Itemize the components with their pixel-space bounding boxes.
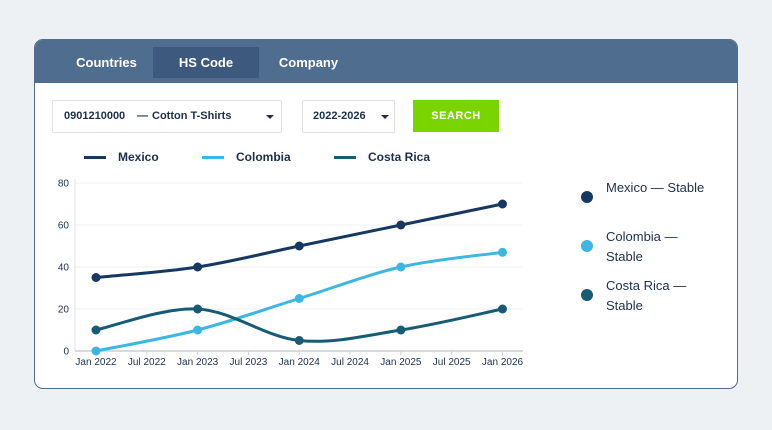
legend-side-label: Mexico — Stable <box>606 180 705 195</box>
legend-label: Mexico <box>118 150 159 164</box>
data-point-costa-rica <box>294 336 304 345</box>
x-tick-label: Jan 2025 <box>380 357 422 368</box>
data-point-mexico <box>396 220 406 230</box>
data-point-mexico <box>498 199 508 209</box>
y-tick-label: 20 <box>58 305 70 316</box>
legend-dot <box>581 289 593 301</box>
data-point-mexico <box>193 262 203 272</box>
hs-code-value: 0901210000 <box>64 110 126 122</box>
x-tick-label: Jul 2022 <box>128 357 166 368</box>
tab-countries[interactable]: Countries <box>76 55 137 70</box>
data-point-costa-rica <box>91 325 101 335</box>
data-point-costa-rica <box>396 325 406 335</box>
data-point-colombia <box>498 247 508 257</box>
trade-chart-card: Countries HS Code Company 0901210000 — C… <box>34 39 738 389</box>
x-tick-label: Jan 2022 <box>75 357 117 368</box>
date-range-value: 2022-2026 <box>313 110 366 122</box>
hs-code-product: Cotton T-Shirts <box>152 110 232 122</box>
data-point-costa-rica <box>498 304 508 314</box>
legend-swatch <box>84 156 106 159</box>
data-point-colombia <box>294 294 304 303</box>
tab-bar: Countries HS Code Company <box>35 40 737 83</box>
legend-side-label: Costa Rica — Stable <box>606 278 687 313</box>
y-tick-label: 0 <box>63 347 69 358</box>
hs-code-select[interactable]: 0901210000 — Cotton T-Shirts <box>52 100 282 133</box>
line-chart: 0 20 40 60 80 Jan 2022 Jul 2022 Jan 2023 Jul 202… <box>58 179 524 369</box>
legend-label: Costa Rica <box>368 150 431 164</box>
x-tick-label: Jan 2024 <box>279 357 321 368</box>
y-tick-label: 80 <box>58 179 70 190</box>
x-tick-label: Jul 2024 <box>331 357 369 368</box>
chart-legend-top: Mexico Colombia Costa Rica <box>35 149 455 165</box>
x-tick-label: Jul 2025 <box>433 357 471 368</box>
data-point-colombia <box>396 262 406 272</box>
legend-swatch <box>334 156 356 159</box>
x-tick-label: Jan 2026 <box>482 357 524 368</box>
data-point-costa-rica <box>193 304 203 314</box>
search-button[interactable]: SEARCH <box>413 100 499 132</box>
data-point-mexico <box>91 273 101 282</box>
legend-swatch <box>202 156 224 159</box>
data-point-mexico <box>294 241 304 251</box>
date-range-select[interactable]: 2022-2026 <box>302 100 395 133</box>
tab-company[interactable]: Company <box>278 55 339 70</box>
y-tick-label: 40 <box>58 263 70 274</box>
hs-code-separator: — <box>137 110 148 122</box>
legend-label: Colombia <box>236 150 291 164</box>
tab-hs-code[interactable]: HS Code <box>153 47 259 78</box>
x-tick-label: Jan 2023 <box>177 357 219 368</box>
y-tick-label: 60 <box>58 221 70 232</box>
legend-side-label: Colombia — Stable <box>606 229 678 264</box>
legend-dot <box>581 191 593 203</box>
data-point-colombia <box>193 325 203 335</box>
chevron-down-icon <box>266 115 274 119</box>
series-line-mexico <box>94 202 505 279</box>
chevron-down-icon <box>381 115 389 119</box>
data-point-colombia <box>91 346 101 356</box>
legend-dot <box>581 240 593 252</box>
x-tick-label: Jul 2023 <box>230 357 268 368</box>
